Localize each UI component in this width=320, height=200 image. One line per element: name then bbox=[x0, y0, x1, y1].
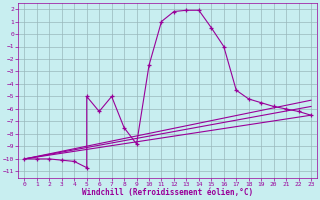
X-axis label: Windchill (Refroidissement éolien,°C): Windchill (Refroidissement éolien,°C) bbox=[82, 188, 253, 197]
